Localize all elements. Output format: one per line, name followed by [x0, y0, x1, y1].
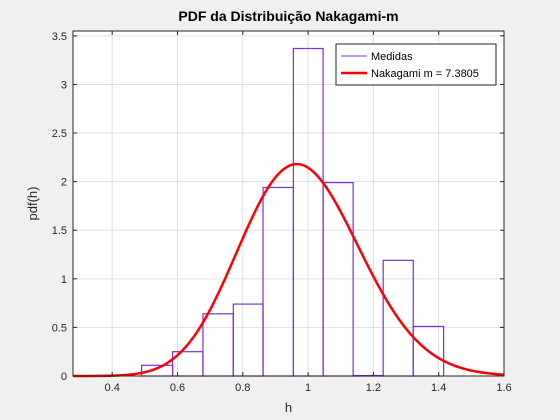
chart-title: PDF da Distribuição Nakagami-m	[178, 8, 398, 24]
y-tick-label: 1	[61, 274, 67, 286]
nakagami-pdf-line	[72, 162, 505, 378]
ticks	[73, 31, 505, 377]
x-tick-labels: 0.4 0.6 0.8 1 1.2 1.4 1.6	[105, 382, 512, 394]
x-tick-label: 0.6	[170, 382, 185, 394]
y-tick-label: 3.5	[52, 31, 67, 43]
legend-entry-nakagami: Nakagami m = 7.3805	[371, 68, 479, 80]
y-tick-label: 0.5	[52, 322, 67, 334]
y-tick-labels: 0 0.5 1 1.5 2 2.5 3 3.5	[52, 31, 67, 383]
legend-entry-medidas: Medidas	[371, 51, 413, 63]
x-tick-label: 1.4	[431, 382, 446, 394]
y-tick-label: 2	[61, 177, 67, 189]
y-tick-label: 1.5	[52, 225, 67, 237]
legend-box	[335, 43, 497, 86]
y-tick-label: 2.5	[52, 128, 67, 140]
y-tick-label: 0	[61, 371, 67, 383]
x-tick-label: 0.8	[235, 382, 250, 394]
y-axis-label: pdf(h)	[25, 187, 40, 221]
plot-area	[73, 31, 504, 376]
x-tick-label: 1	[305, 382, 311, 394]
nakagami-curve	[72, 162, 505, 378]
y-tick-label: 3	[61, 79, 67, 91]
x-tick-label: 0.4	[105, 382, 120, 394]
x-tick-label: 1.2	[366, 382, 381, 394]
axes-box	[72, 30, 505, 377]
legend: Medidas Nakagami m = 7.3805	[335, 43, 497, 86]
x-axis-label: h	[285, 400, 292, 415]
x-tick-label: 1.6	[496, 382, 511, 394]
